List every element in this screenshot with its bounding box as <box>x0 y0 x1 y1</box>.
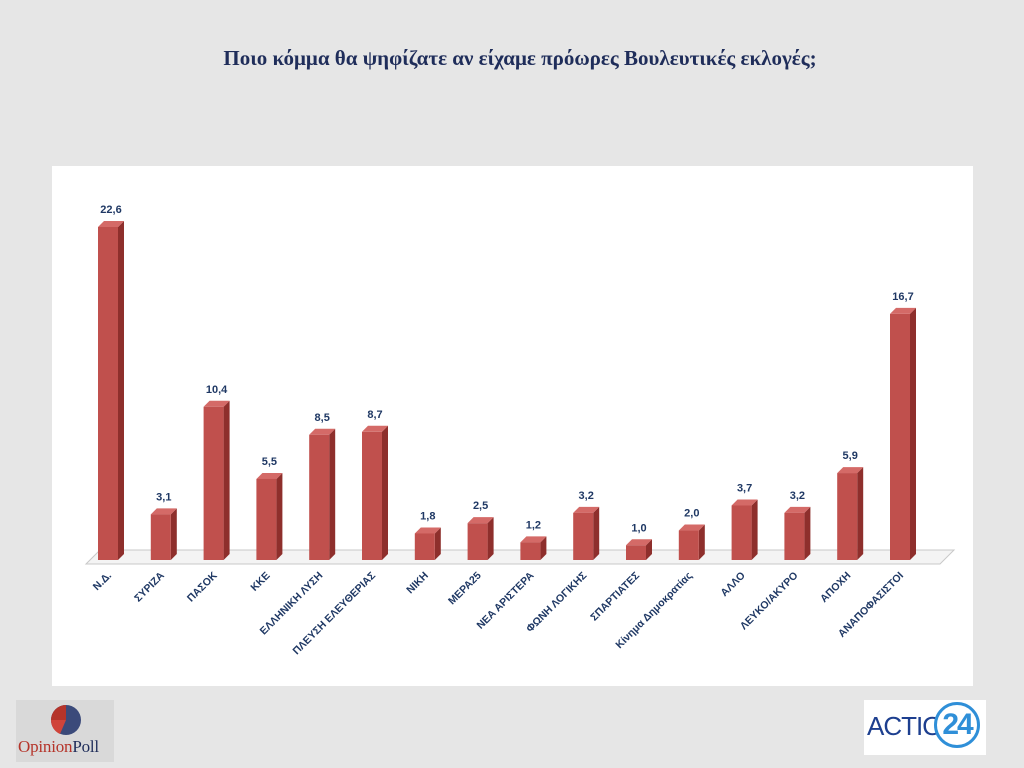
slide-title: Ποιο κόμμα θα ψηφίζατε αν είχαμε πρόωρες… <box>223 46 817 70</box>
bar-top <box>414 527 441 534</box>
bar-top <box>150 508 177 515</box>
bar-top <box>362 425 388 432</box>
bar-side <box>910 307 916 560</box>
x-tick-label: ΝΙΚΗ <box>404 570 431 597</box>
bar-top <box>626 539 652 546</box>
bar-side <box>434 527 441 560</box>
bar-side <box>540 536 547 560</box>
action24-logo: ACTION 24 <box>864 700 986 755</box>
bar-top <box>520 536 547 543</box>
bar <box>678 530 699 560</box>
bar-side <box>329 428 336 560</box>
bar-top <box>784 506 811 513</box>
bar <box>890 313 910 560</box>
data-label: 5,5 <box>262 456 277 468</box>
bar-chart: 22,6Ν.Δ.3,1ΣΥΡΙΖΑ10,4ΠΑΣΟΚ5,5ΚΚΕ8,5ΕΛΛΗΝ… <box>84 204 956 657</box>
bar-side <box>170 508 177 560</box>
opinion-poll-wordmark-part2: Poll <box>72 737 99 756</box>
bar-side <box>276 472 283 560</box>
bar-top <box>731 499 758 506</box>
bar-side <box>698 524 705 560</box>
x-tick-label: ΣΠΑΡΤΙΑΤΕΣ <box>588 570 642 624</box>
x-tick-label: ΣΥΡΙΖΑ <box>132 569 167 604</box>
bar <box>626 545 646 560</box>
bar-side <box>804 506 811 560</box>
data-label: 1,0 <box>631 522 646 534</box>
opinion-poll-logo: OpinionPoll <box>16 700 114 762</box>
bar <box>98 227 118 560</box>
bar <box>467 523 488 560</box>
x-tick-label: ΜΕΡΑ25 <box>446 570 484 608</box>
bar-top <box>837 467 864 474</box>
data-label: 22,6 <box>100 204 121 216</box>
bar <box>573 512 594 560</box>
bar <box>150 514 171 560</box>
opinion-poll-wordmark: OpinionPoll <box>18 737 99 757</box>
bar-top <box>309 428 336 435</box>
chart-panel: 22,6 Ν.Δ. 3,1 ΣΥΡΙΖΑ 10,4 ΠΑΣΟΚ 5,5 ΚΚΕ 8,5 ΕΛΛΗΝ… <box>52 166 973 686</box>
bar-top <box>890 307 916 314</box>
x-tick-label: Ν.Δ. <box>91 570 114 593</box>
data-label: 16,7 <box>892 291 913 303</box>
bar <box>309 434 330 560</box>
bar <box>520 542 541 560</box>
bar <box>731 505 752 560</box>
bar <box>362 431 382 560</box>
data-label: 8,5 <box>315 412 330 424</box>
bar-side <box>857 467 864 560</box>
bar <box>203 406 224 560</box>
x-tick-label: ΑΛΛΟ <box>718 570 747 599</box>
bar-top <box>678 524 705 531</box>
opinion-poll-wordmark-part1: Opinion <box>18 737 73 756</box>
action24-number-badge: 24 <box>934 702 980 748</box>
bar-top <box>256 472 283 479</box>
bar-side <box>751 499 758 560</box>
data-label: 10,4 <box>206 384 228 396</box>
data-label: 2,0 <box>684 508 699 520</box>
x-tick-label: ΠΑΣΟΚ <box>185 569 220 604</box>
data-label: 2,5 <box>473 500 488 512</box>
bar-side <box>487 517 494 560</box>
x-tick-label: ΑΠΟΧΗ <box>818 570 853 605</box>
x-tick-label: ΚΚΕ <box>248 570 272 594</box>
bar-top <box>203 400 230 407</box>
bar <box>784 512 805 560</box>
bar-side <box>646 539 652 560</box>
data-label: 3,1 <box>156 491 171 503</box>
data-label: 8,7 <box>367 409 382 421</box>
bar-top <box>467 517 494 524</box>
bar <box>256 478 277 560</box>
bar <box>414 533 435 560</box>
data-label: 3,2 <box>579 490 594 502</box>
bar <box>837 473 858 560</box>
bar-side <box>118 221 124 560</box>
bar-side <box>223 400 230 560</box>
bar-top <box>573 506 600 513</box>
bar-side <box>382 425 388 560</box>
bar-side <box>593 506 600 560</box>
bar-top <box>98 221 124 227</box>
opinion-poll-emblem-icon <box>50 705 81 735</box>
x-tick-label: ΛΕΥΚΟ/ΑΚΥΡΟ <box>738 570 801 633</box>
data-label: 5,9 <box>843 450 858 462</box>
data-label: 1,2 <box>526 519 541 531</box>
data-label: 1,8 <box>420 510 435 522</box>
data-label: 3,2 <box>790 490 805 502</box>
data-label: 3,7 <box>737 482 752 494</box>
